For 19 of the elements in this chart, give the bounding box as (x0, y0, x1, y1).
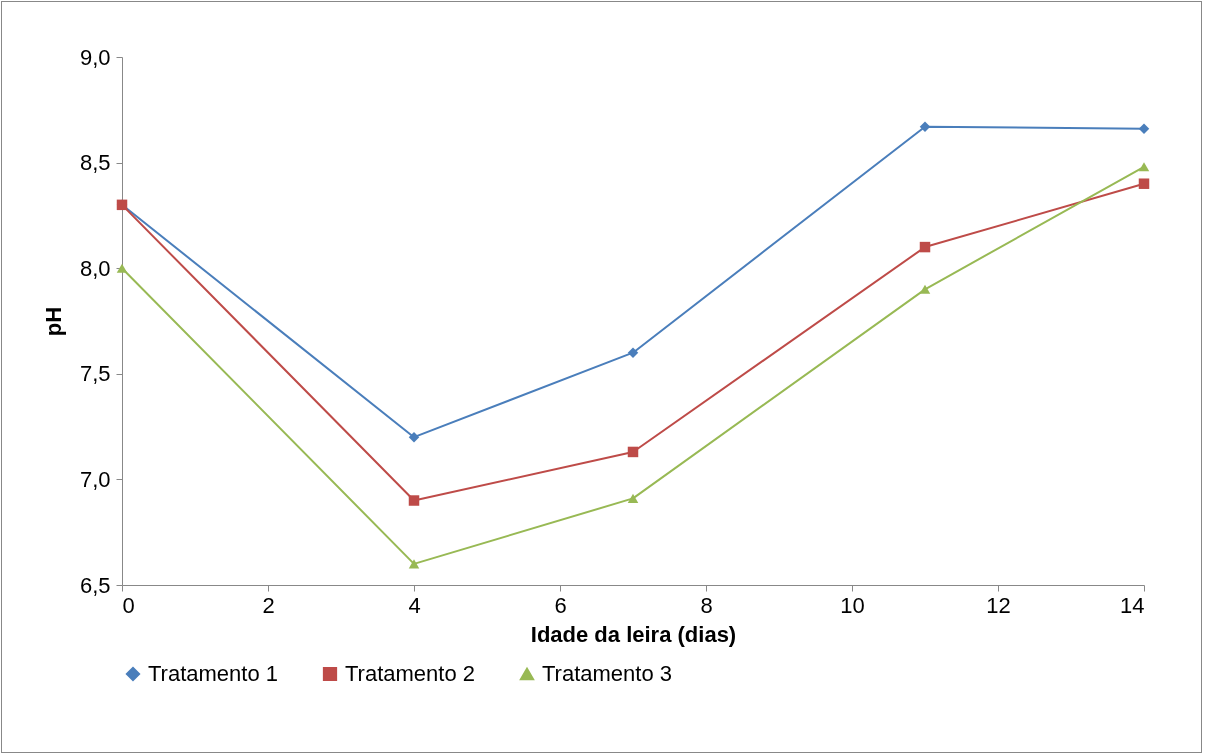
legend-label: Tratamento 1 (148, 661, 279, 686)
x-tick-label: 12 (986, 592, 1011, 618)
x-tick-label: 0 (122, 592, 135, 618)
x-tick-label: 4 (408, 592, 421, 618)
x-tick-label: 14 (1120, 592, 1145, 618)
y-tick-label: 8,0 (79, 255, 111, 281)
y-tick-label: 6,5 (79, 572, 111, 598)
x-tick-label: 6 (554, 592, 567, 618)
y-tick-label: 7,0 (79, 466, 111, 492)
x-tick-label: 10 (840, 592, 865, 618)
legend-label: Tratamento 3 (542, 661, 673, 686)
y-tick-label: 8,5 (79, 150, 111, 176)
legend-label: Tratamento 2 (345, 661, 476, 686)
y-axis-title: pH (40, 306, 66, 337)
x-tick-label: 8 (700, 592, 713, 618)
x-tick-label: 2 (262, 592, 275, 618)
y-tick-label: 9,0 (79, 44, 111, 70)
y-tick-label: 7,5 (79, 361, 111, 387)
x-axis-title: Idade da leira (dias) (530, 621, 737, 647)
